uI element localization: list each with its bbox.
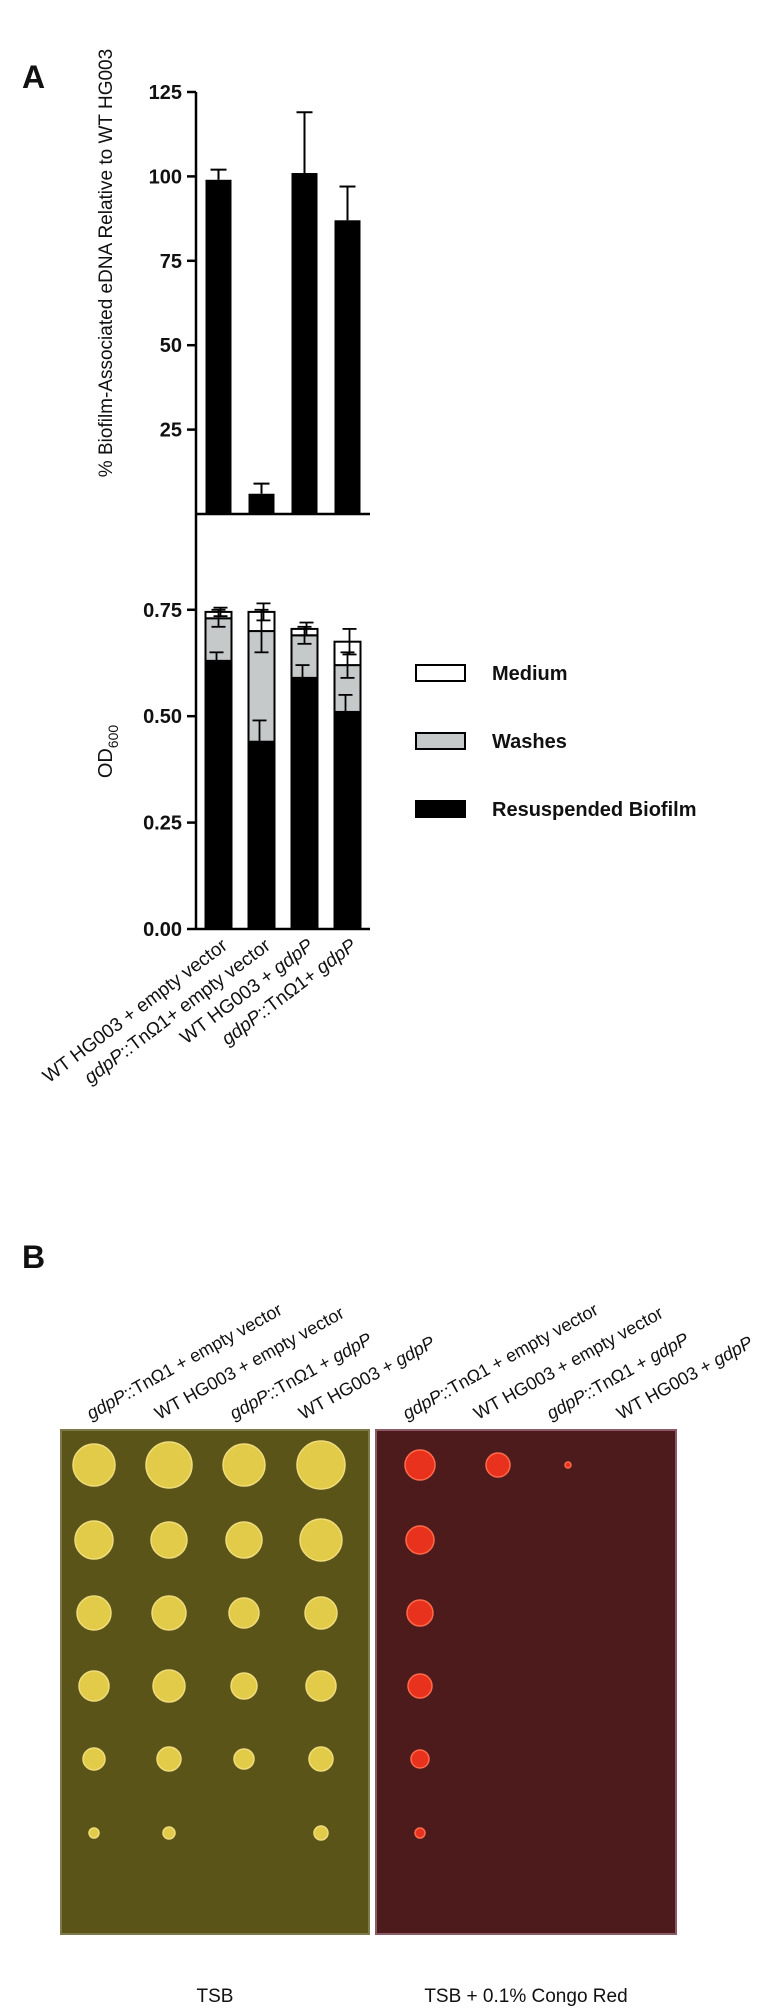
colony <box>162 1826 176 1840</box>
panel-label: B <box>22 1239 45 1275</box>
bar <box>334 220 361 514</box>
bar-segment <box>333 710 362 931</box>
panel-label: A <box>22 59 45 95</box>
y-tick-label: 125 <box>149 82 182 104</box>
colony <box>414 1827 426 1839</box>
error-bar <box>340 651 355 679</box>
bar <box>248 493 275 514</box>
error-bar <box>338 693 353 730</box>
colony <box>299 1518 343 1562</box>
colony <box>145 1441 193 1489</box>
legend-swatch <box>415 800 466 818</box>
colony <box>222 1443 266 1487</box>
colony <box>152 1669 186 1703</box>
colony <box>78 1670 110 1702</box>
y-tick-label: 0.25 <box>143 813 182 835</box>
colony <box>404 1449 436 1481</box>
error-bar <box>211 608 226 628</box>
plate-label: TSB + 0.1% Congo Red <box>424 1986 627 2007</box>
legend-label: Resuspended Biofilm <box>492 799 696 821</box>
colony <box>72 1443 116 1487</box>
colony <box>410 1749 430 1769</box>
y-axis-label: % Biofilm-Associated eDNA Relative to WT… <box>96 49 117 477</box>
y-tick-label: 100 <box>149 166 182 188</box>
legend-swatch <box>415 664 466 682</box>
colony <box>82 1747 106 1771</box>
colony <box>225 1521 263 1559</box>
error-bar <box>295 664 310 692</box>
colony <box>405 1525 435 1555</box>
y-tick-label: 0.00 <box>143 919 182 941</box>
colony <box>485 1452 511 1478</box>
y-axis-label-main: OD <box>95 748 117 778</box>
y-axis-label-subscript: 600 <box>105 725 121 749</box>
colony <box>74 1520 114 1560</box>
colony <box>564 1461 572 1469</box>
legend-label: Washes <box>492 731 567 753</box>
colony <box>407 1673 433 1699</box>
colony <box>313 1825 329 1841</box>
legend-label: Medium <box>492 663 568 685</box>
error-bar <box>299 621 314 637</box>
bar-segment <box>290 676 319 930</box>
colony <box>230 1672 258 1700</box>
error-bar <box>213 606 228 618</box>
y-tick-label: 50 <box>160 335 182 357</box>
plate-label: TSB <box>197 1986 234 2007</box>
colony <box>151 1595 187 1631</box>
bar-segment <box>247 740 276 931</box>
error-bar <box>254 608 269 654</box>
error-bar <box>253 482 270 494</box>
y-tick-label: 0.75 <box>143 600 182 622</box>
colony <box>233 1748 255 1770</box>
colony <box>406 1599 434 1627</box>
y-tick-label: 75 <box>160 251 182 273</box>
error-bar <box>296 111 313 174</box>
error-bar <box>342 628 357 656</box>
colony <box>88 1827 100 1839</box>
y-axis-label: OD600 <box>95 725 121 779</box>
bar <box>205 179 232 514</box>
error-bar <box>210 168 227 180</box>
y-tick-label: 25 <box>160 420 182 442</box>
colony <box>304 1596 338 1630</box>
bar <box>291 173 318 515</box>
colony <box>228 1597 260 1629</box>
colony <box>76 1595 112 1631</box>
legend-swatch <box>415 732 466 750</box>
colony <box>156 1746 182 1772</box>
y-tick-label: 0.50 <box>143 706 182 728</box>
error-bar <box>209 651 224 671</box>
colony <box>305 1670 337 1702</box>
error-bar <box>339 185 356 221</box>
error-bar <box>256 602 271 622</box>
error-bar <box>252 719 267 764</box>
colony <box>296 1440 346 1490</box>
colony <box>150 1521 188 1559</box>
bar-segment <box>204 659 233 930</box>
colony <box>308 1746 334 1772</box>
